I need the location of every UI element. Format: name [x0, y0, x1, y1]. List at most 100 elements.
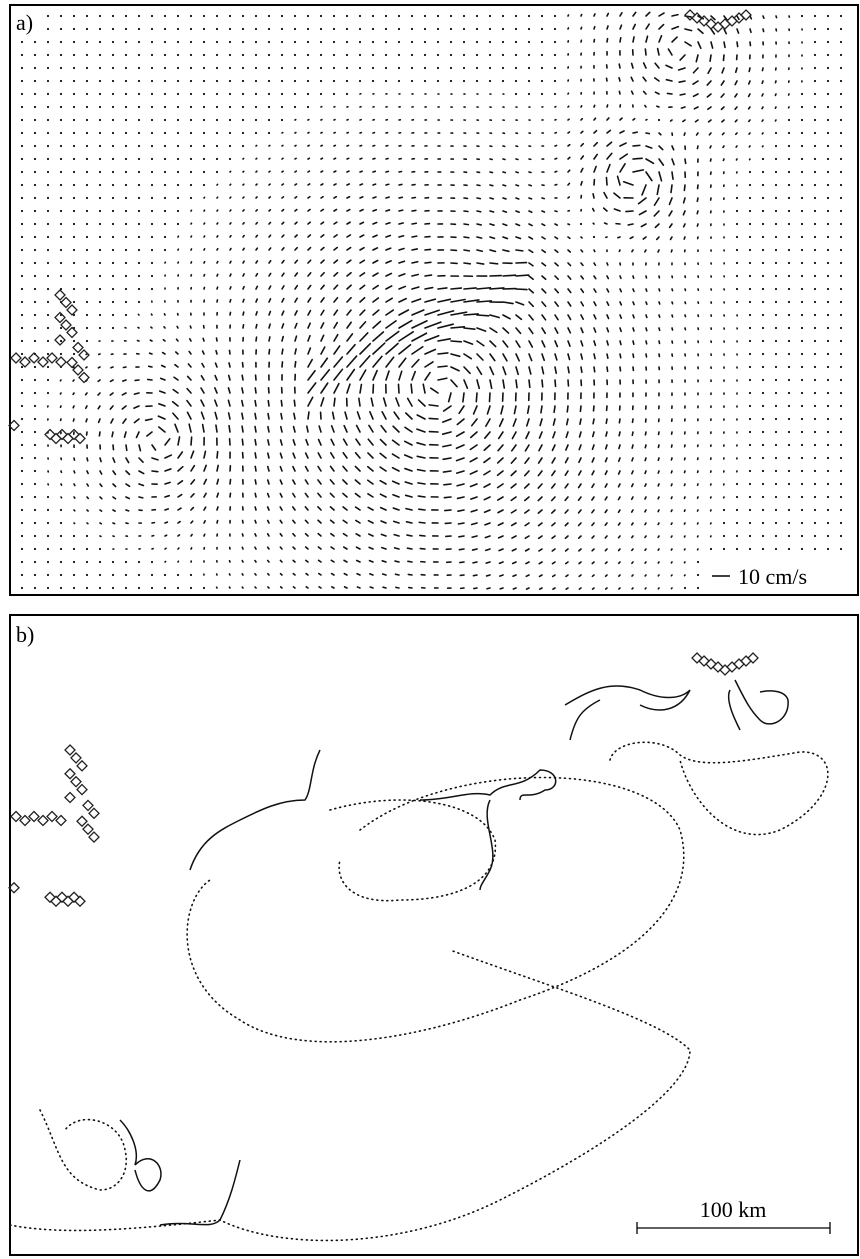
field-vector: [581, 131, 583, 133]
field-dot: [554, 41, 556, 43]
field-dot: [801, 405, 803, 407]
field-vector: [368, 494, 373, 497]
field-vector: [382, 412, 386, 419]
field-vector: [204, 275, 205, 276]
field-dot: [73, 353, 75, 355]
field-vector: [295, 248, 297, 250]
field-vector: [281, 427, 282, 432]
field-vector: [306, 467, 308, 471]
field-vector: [498, 445, 503, 451]
field-vector: [503, 185, 506, 186]
field-dot: [840, 444, 842, 446]
field-dot: [47, 509, 49, 511]
field-vector: [451, 380, 457, 387]
field-vector: [228, 388, 230, 393]
field-dot: [216, 41, 218, 43]
field-vector: [593, 194, 594, 198]
field-dot: [788, 366, 790, 368]
field-vector: [605, 523, 607, 525]
field-dot: [73, 249, 75, 251]
field-vector: [606, 575, 607, 576]
field-dot: [463, 80, 465, 82]
field-vector: [215, 400, 217, 406]
field-dot: [112, 93, 114, 95]
field-vector: [657, 106, 659, 107]
field-dot: [190, 106, 192, 108]
field-vector: [269, 324, 270, 328]
field-dot: [281, 80, 283, 82]
field-vector: [632, 536, 633, 538]
field-vector: [268, 547, 269, 549]
field-vector: [552, 523, 555, 526]
field-vector: [334, 310, 337, 315]
field-vector: [178, 508, 181, 510]
field-vector: [373, 273, 378, 276]
field-dot: [281, 28, 283, 30]
field-vector: [633, 276, 634, 278]
field-vector: [163, 340, 165, 341]
diamond: [61, 320, 71, 330]
field-dot: [138, 106, 140, 108]
field-dot: [281, 41, 283, 43]
field-dot: [723, 522, 725, 524]
field-vector: [503, 211, 506, 212]
field-vector: [295, 273, 297, 276]
field-vector: [282, 235, 284, 237]
field-vector: [308, 248, 311, 250]
field-vector: [655, 92, 659, 94]
field-dot: [242, 28, 244, 30]
field-dot: [281, 54, 283, 56]
field-vector: [503, 275, 515, 276]
diamond: [83, 824, 93, 834]
field-vector: [458, 497, 464, 498]
field-vector: [457, 471, 464, 473]
field-dot: [125, 197, 127, 199]
field-dot: [827, 509, 829, 511]
field-vector: [471, 510, 477, 512]
field-dot: [801, 184, 803, 186]
field-dot: [47, 288, 49, 290]
field-dot: [476, 80, 478, 82]
field-vector: [684, 224, 685, 227]
field-vector: [516, 211, 519, 212]
field-dot: [801, 119, 803, 121]
field-vector: [553, 419, 555, 425]
field-dot: [788, 470, 790, 472]
field-vector: [165, 469, 171, 471]
field-dot: [21, 587, 23, 589]
field-dot: [216, 15, 218, 17]
field-dot: [216, 106, 218, 108]
field-dot: [73, 197, 75, 199]
field-dot: [788, 145, 790, 147]
field-vector: [658, 549, 659, 550]
field-dot: [437, 67, 439, 69]
field-vector: [190, 326, 191, 328]
field-vector: [477, 185, 480, 186]
field-vector: [165, 535, 167, 536]
field-vector: [373, 356, 382, 367]
field-dot: [814, 249, 816, 251]
field-dot: [21, 158, 23, 160]
field-vector: [579, 575, 581, 576]
field-vector: [191, 236, 192, 237]
field-vector: [152, 445, 156, 450]
field-vector: [540, 419, 542, 425]
field-vector: [633, 25, 635, 29]
field-dot: [216, 158, 218, 160]
field-dot: [255, 119, 257, 121]
field-vector: [697, 198, 698, 201]
field-dot: [749, 418, 751, 420]
field-dot: [736, 509, 738, 511]
field-vector: [306, 574, 308, 575]
field-vector: [293, 467, 295, 471]
field-vector: [633, 354, 634, 357]
field-vector: [477, 315, 489, 316]
field-dot: [801, 444, 803, 446]
field-vector: [139, 497, 143, 498]
field-dot: [398, 15, 400, 17]
field-dot: [515, 28, 517, 30]
field-vector: [681, 107, 685, 108]
field-vector: [529, 185, 531, 186]
field-vector: [307, 426, 308, 432]
field-dot: [775, 444, 777, 446]
